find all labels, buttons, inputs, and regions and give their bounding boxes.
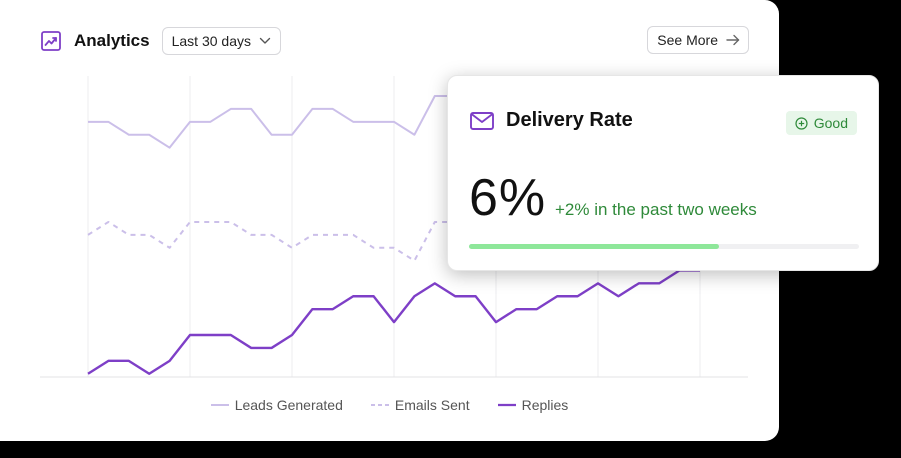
legend-item-leads[interactable]: Leads Generated: [210, 397, 343, 413]
status-badge: Good: [785, 111, 857, 135]
series-emails-sent: [87, 220, 700, 262]
see-more-label: See More: [657, 32, 718, 48]
date-range-label: Last 30 days: [171, 33, 251, 49]
legend-label-leads: Leads Generated: [234, 397, 343, 413]
legend-swatch-emails: [370, 404, 389, 406]
legend-label-replies: Replies: [521, 397, 569, 413]
date-range-select[interactable]: Last 30 days: [161, 27, 281, 55]
delivery-rate-progress: [469, 244, 859, 249]
series-replies: [87, 269, 700, 375]
chevron-down-icon: [259, 37, 271, 45]
legend-swatch-replies: [497, 403, 516, 407]
chart-legend: Leads Generated Emails Sent Replies: [0, 397, 779, 413]
plus-circle-icon: [795, 116, 808, 130]
card-header: Analytics Last 30 days See More: [40, 26, 749, 56]
see-more-button[interactable]: See More: [647, 26, 749, 54]
delivery-rate-progress-fill: [469, 244, 719, 249]
arrow-right-icon: [726, 34, 740, 46]
delivery-rate-title: Delivery Rate: [506, 109, 633, 131]
legend-item-replies[interactable]: Replies: [497, 397, 569, 413]
delivery-rate-card: Delivery Rate Good 6% +2% in the past tw…: [447, 75, 879, 271]
legend-item-emails[interactable]: Emails Sent: [370, 397, 470, 413]
card-title: Analytics: [74, 31, 150, 50]
delivery-rate-delta: +2% in the past two weeks: [555, 200, 757, 219]
delivery-rate-value: 6%: [469, 169, 547, 227]
delivery-rate-header: Delivery Rate: [469, 109, 633, 132]
status-badge-label: Good: [813, 115, 848, 131]
mail-icon: [469, 110, 495, 132]
legend-label-emails: Emails Sent: [394, 397, 470, 413]
trend-chart-icon: [40, 30, 62, 52]
legend-swatch-leads: [210, 404, 229, 406]
